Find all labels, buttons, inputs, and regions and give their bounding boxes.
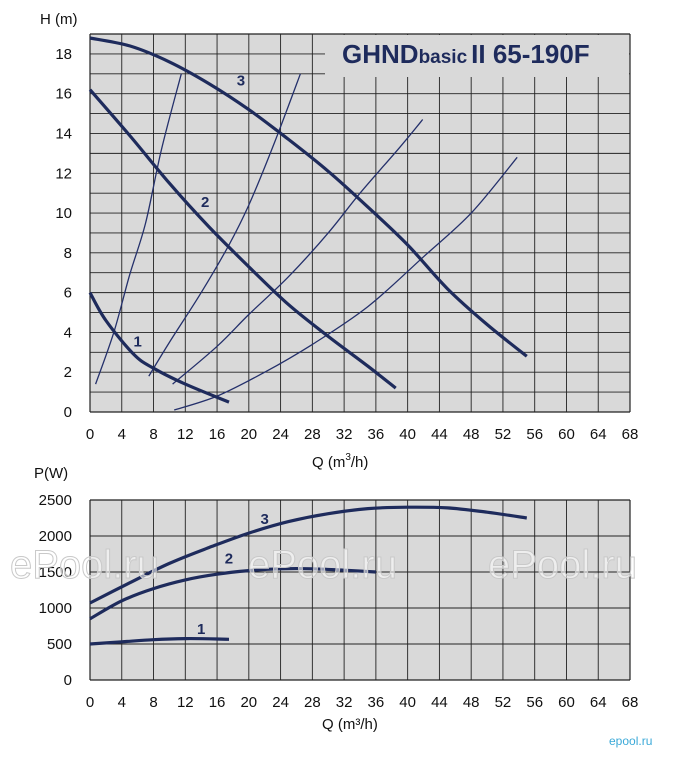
x-tick-label: 28: [304, 694, 321, 711]
x-tick-label: 8: [149, 694, 157, 711]
pq-curve-labels: 1 2 3: [197, 511, 269, 638]
x-tick-label: 0: [86, 426, 94, 443]
pq-chart: 123 0 4 8 12 16 20 24 28 32 36 40 44 48 52 56 60 64 68 05…: [34, 465, 638, 733]
x-tick-label: 8: [149, 426, 157, 443]
hq-title-box: [325, 35, 629, 77]
series-line-3: [89, 36, 528, 358]
x-tick-label: 12: [177, 694, 194, 711]
y-tick-label: 1000: [39, 600, 72, 617]
x-tick-label: 0: [86, 694, 94, 711]
x-tick-label: 4: [118, 426, 126, 443]
pq-series: [89, 505, 528, 646]
series-line-1: [89, 636, 230, 646]
y-tick-label: 8: [64, 245, 72, 262]
brand-logo-text: epool.ru: [609, 734, 652, 748]
hq-chart-title: GHNDbasic II 65-190F: [342, 39, 590, 69]
x-tick-label: 48: [463, 426, 480, 443]
curve-label: 1: [133, 333, 141, 350]
series-line-2: [89, 566, 376, 621]
x-tick-label: 64: [590, 426, 607, 443]
hq-x-axis-label: Q (m3/h): [312, 452, 368, 471]
curve-label: 2: [225, 550, 233, 567]
y-tick-label: 6: [64, 285, 72, 302]
x-tick-label: 40: [399, 426, 416, 443]
x-tick-label: 68: [622, 694, 639, 711]
y-tick-label: 0: [64, 404, 72, 421]
y-tick-label: 16: [55, 86, 72, 103]
x-tick-label: 20: [240, 694, 257, 711]
curve-label: 3: [237, 73, 245, 90]
system-curve: [94, 73, 182, 385]
x-tick-label: 24: [272, 694, 289, 711]
y-tick-label: 2500: [39, 492, 72, 509]
curve-label: 2: [201, 194, 209, 211]
x-tick-label: 48: [463, 694, 480, 711]
series-line-3: [89, 505, 528, 605]
x-tick-label: 64: [590, 694, 607, 711]
hq-series: [88, 36, 528, 404]
pq-x-ticks: 0 4 8 12 16 20 24 28 32 36 40 44 48 52 56 60 64 68: [86, 694, 639, 711]
x-tick-label: 60: [558, 694, 575, 711]
x-tick-label: 56: [526, 426, 543, 443]
watermark-right: ePool.ru: [488, 543, 637, 587]
hq-x-ticks: 0 4 8 12 16 20 24 28 32 36 40 44 48 52 56 60 64 68: [86, 426, 639, 443]
pq-y-axis-label: P(W): [34, 465, 68, 482]
y-tick-label: 10: [55, 205, 72, 222]
curve-label: 1: [197, 621, 205, 638]
series-line-1: [88, 291, 230, 404]
x-tick-label: 60: [558, 426, 575, 443]
system-curve: [172, 119, 424, 385]
watermark-left: ePool.ru: [10, 543, 159, 587]
y-tick-label: 1500: [39, 564, 72, 581]
x-tick-label: 32: [336, 694, 353, 711]
x-tick-label: 32: [336, 426, 353, 443]
hq-grid: [89, 33, 631, 413]
system-curve: [173, 156, 518, 411]
x-tick-label: 44: [431, 426, 448, 443]
pq-plot-background: [90, 500, 630, 680]
watermark-center: ePool.ru: [248, 543, 397, 587]
x-tick-label: 68: [622, 426, 639, 443]
x-tick-label: 56: [526, 694, 543, 711]
y-tick-label: 14: [55, 125, 72, 142]
y-tick-label: 2: [64, 364, 72, 381]
curve-label: 3: [261, 511, 269, 528]
series-line-2: [88, 88, 397, 390]
system-curve: [148, 73, 302, 377]
y-tick-label: 0: [64, 672, 72, 689]
x-tick-label: 36: [368, 694, 385, 711]
y-tick-label: 500: [47, 636, 72, 653]
y-tick-label: 18: [55, 46, 72, 63]
x-tick-label: 16: [209, 426, 226, 443]
x-tick-label: 44: [431, 694, 448, 711]
y-tick-label: 12: [55, 165, 72, 182]
x-tick-label: 16: [209, 694, 226, 711]
x-tick-label: 28: [304, 426, 321, 443]
x-tick-label: 4: [118, 694, 126, 711]
pq-x-axis-label: Q (m³/h): [322, 716, 378, 733]
pq-y-ticks: 0 500 1000 1500 2000 2500: [39, 492, 72, 689]
x-tick-label: 12: [177, 426, 194, 443]
x-tick-label: 52: [495, 694, 512, 711]
x-tick-label: 20: [240, 426, 257, 443]
hq-system-curves: [94, 73, 518, 411]
x-tick-label: 36: [368, 426, 385, 443]
hq-y-ticks: 0 2 4 6 8 10 12 14 16 18: [55, 46, 72, 421]
hq-plot-background: [90, 34, 630, 412]
x-tick-label: 52: [495, 426, 512, 443]
x-tick-label: 40: [399, 694, 416, 711]
hq-chart: 123 0 4 8 12 16 20 24 28 32 36 40 44 48 52 56 60 64 68 02…: [40, 11, 638, 471]
y-tick-label: 4: [64, 324, 72, 341]
hq-curve-labels: 1 2 3: [133, 73, 245, 351]
x-tick-label: 24: [272, 426, 289, 443]
hq-y-axis-label: H (m): [40, 11, 78, 28]
pq-grid: [89, 499, 631, 681]
y-tick-label: 2000: [39, 528, 72, 545]
